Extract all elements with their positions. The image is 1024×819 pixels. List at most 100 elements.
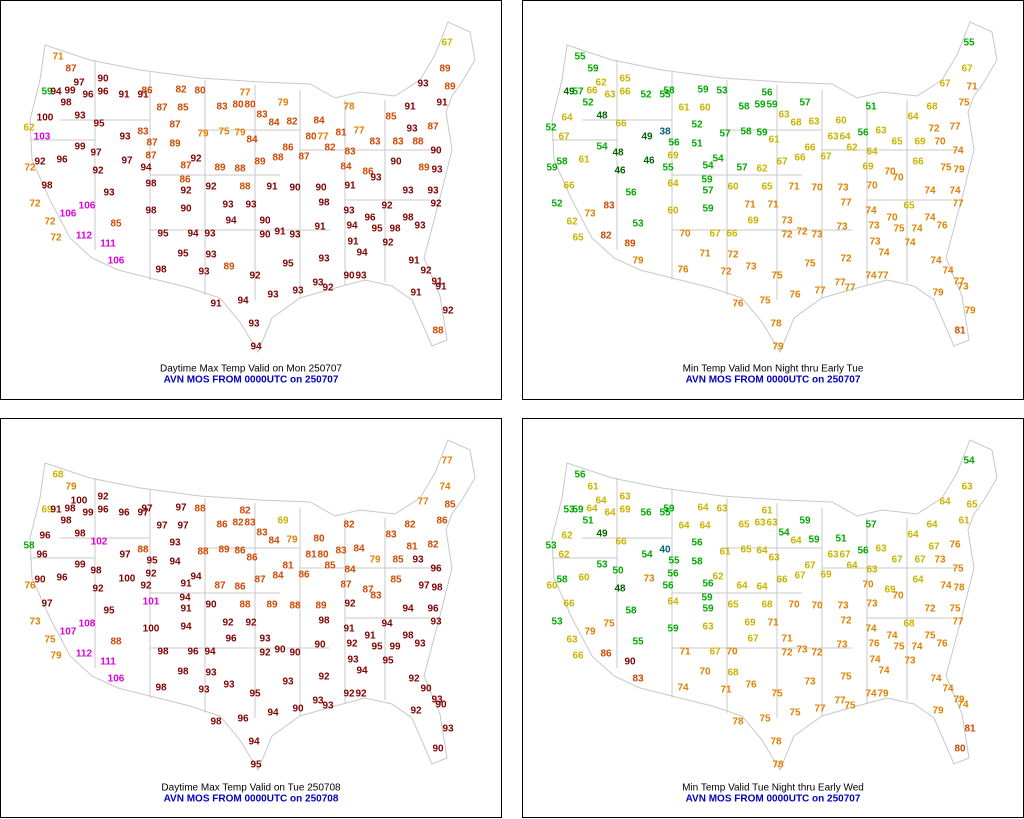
station-temp: 79 [953, 165, 965, 176]
station-temp: 73 [866, 599, 878, 610]
station-temp: 89 [266, 600, 278, 611]
station-temp: 75 [844, 701, 856, 712]
station-temp: 89 [315, 601, 327, 612]
station-temp: 79 [932, 706, 944, 717]
station-temp: 75 [893, 224, 905, 235]
station-temp: 71 [966, 82, 978, 93]
station-temp: 92 [190, 154, 202, 165]
station-temp: 90 [420, 684, 432, 695]
station-temp: 56 [761, 88, 773, 99]
station-temp: 71 [679, 647, 691, 658]
station-temp: 63 [702, 622, 714, 633]
station-temp: 84 [246, 135, 258, 146]
station-temp: 73 [796, 645, 808, 656]
station-temp: 92 [355, 689, 367, 700]
station-temp: 90 [34, 575, 46, 586]
station-temp: 70 [726, 647, 738, 658]
station-temp: 74 [911, 224, 923, 235]
station-temp: 62 [23, 123, 35, 134]
station-temp: 70 [934, 137, 946, 148]
station-temp: 74 [930, 674, 942, 685]
station-temp: 87 [145, 151, 157, 162]
station-temp: 98 [431, 583, 443, 594]
station-temp: 77 [840, 198, 852, 209]
station-temp: 67 [747, 634, 759, 645]
station-temp: 93 [198, 685, 210, 696]
station-temp: 89 [218, 545, 230, 556]
station-temp: 97 [119, 550, 131, 561]
station-temp: 75 [771, 271, 783, 282]
station-temp: 82 [324, 143, 336, 154]
station-temp: 69 [820, 570, 832, 581]
station-temp: 75 [924, 631, 936, 642]
station-temp: 69 [619, 505, 631, 516]
station-temp: 77 [417, 497, 429, 508]
station-temp: 98 [41, 181, 53, 192]
station-temp: 83 [392, 137, 404, 148]
station-temp: 93 [169, 538, 181, 549]
station-temp: 90 [390, 157, 402, 168]
station-temp: 74 [949, 186, 961, 197]
station-temp: 54 [596, 142, 608, 153]
station-temp: 72 [50, 233, 62, 244]
station-temp: 93 [267, 290, 279, 301]
station-temp: 92 [381, 201, 393, 212]
station-temp: 62 [561, 531, 573, 542]
station-temp: 83 [216, 102, 228, 113]
station-temp: 96 [237, 714, 249, 725]
station-temp: 56 [574, 470, 586, 481]
station-temp: 79 [369, 555, 381, 566]
station-temp: 96 [97, 505, 109, 516]
station-temp: 72 [727, 250, 739, 261]
station-temp: 92 [408, 674, 420, 685]
station-temp: 96 [364, 213, 376, 224]
station-temp: 98 [145, 179, 157, 190]
station-temp: 72 [796, 227, 808, 238]
station-temp: 86 [282, 143, 294, 154]
station-temp: 82 [232, 518, 244, 529]
station-temp: 58 [691, 557, 703, 568]
station-temp: 79 [953, 695, 965, 706]
station-temp: 95 [103, 606, 115, 617]
station-temp: 64 [736, 581, 748, 592]
station-temp: 74 [865, 206, 877, 217]
station-temp: 67 [891, 555, 903, 566]
station-temp: 94 [190, 572, 202, 583]
station-temp: 74 [878, 248, 890, 259]
station-temp: 64 [678, 521, 690, 532]
station-temp: 82 [286, 117, 298, 128]
station-temp: 75 [44, 635, 56, 646]
station-temp: 62 [756, 164, 768, 175]
station-temp: 73 [745, 262, 757, 273]
station-temp: 77 [952, 199, 964, 210]
station-temp: 86 [246, 553, 258, 564]
station-temp: 57 [719, 129, 731, 140]
station-temp: 92 [410, 706, 422, 717]
station-temp: 82 [239, 506, 251, 517]
station-temp: 90 [430, 146, 442, 157]
station-temp: 58 [23, 541, 35, 552]
station-temp: 64 [907, 112, 919, 123]
station-temp: 65 [727, 600, 739, 611]
station-temp: 96 [39, 531, 51, 542]
station-temp: 55 [659, 508, 671, 519]
station-temp: 69 [862, 162, 874, 173]
station-temp: 81 [406, 542, 418, 553]
station-temp: 75 [771, 689, 783, 700]
station-temp: 57 [736, 163, 748, 174]
station-temp: 53 [551, 617, 563, 628]
station-temp: 98 [60, 98, 72, 109]
station-temp: 64 [699, 521, 711, 532]
station-temp: 95 [371, 642, 383, 653]
station-temp: 87 [298, 152, 310, 163]
station-temp: 94 [204, 647, 216, 658]
station-temp: 64 [756, 546, 768, 557]
station-temp: 78 [343, 102, 355, 113]
station-temp: 92 [140, 581, 152, 592]
station-temp: 93 [414, 639, 426, 650]
station-temp: 91 [137, 90, 149, 101]
station-temp: 106 [79, 201, 96, 212]
station-temp: 95 [282, 259, 294, 270]
station-temp: 78 [770, 319, 782, 330]
station-temp: 67 [939, 79, 951, 90]
